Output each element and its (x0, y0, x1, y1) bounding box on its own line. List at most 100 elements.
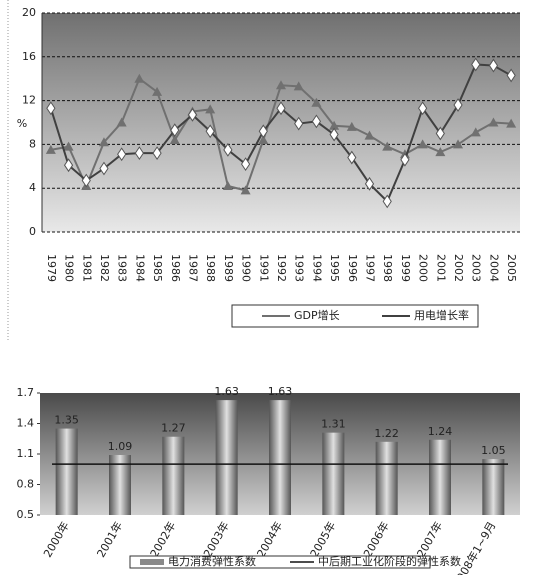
bar (162, 436, 185, 515)
x-tick-label: 1983 (116, 254, 129, 282)
x-tick-label: 2005 (505, 254, 518, 282)
marker (382, 141, 393, 151)
x-tick-label: 2003年 (200, 519, 232, 560)
marker (400, 152, 410, 167)
x-tick-label: 2004年 (254, 519, 286, 560)
x-tick-label: 1995 (328, 254, 341, 282)
bar (322, 432, 345, 515)
marker (116, 117, 127, 127)
marker (205, 104, 216, 114)
marker (417, 139, 428, 149)
value-label: 1.31 (321, 418, 346, 431)
marker (98, 137, 109, 147)
bar (482, 459, 505, 515)
legend-label: 用电增长率 (414, 308, 469, 322)
marker (347, 150, 357, 165)
bar (269, 400, 291, 515)
value-label: 1.24 (428, 425, 453, 438)
value-label: 1.22 (374, 427, 399, 440)
x-tick-label: 2006年 (360, 519, 392, 560)
value-label: 1.09 (108, 440, 133, 453)
x-tick-label: 2001年 (94, 519, 126, 560)
bar (215, 400, 238, 515)
marker (453, 98, 463, 112)
marker (240, 157, 251, 172)
marker (311, 97, 322, 107)
y-axis-label: % (17, 117, 27, 130)
x-tick-label: 1998 (381, 254, 394, 282)
marker (471, 57, 481, 72)
x-tick-label: 1999 (399, 254, 412, 282)
marker (99, 161, 109, 176)
marker (435, 126, 445, 141)
marker (311, 114, 322, 129)
marker (170, 123, 180, 138)
x-tick-label: 2001 (434, 254, 447, 282)
x-tick-label: 2003 (470, 254, 483, 282)
x-tick-label: 1986 (169, 254, 182, 282)
marker (81, 173, 91, 188)
legend (129, 555, 431, 569)
x-tick-label: 1982 (98, 254, 111, 282)
marker (240, 185, 251, 195)
marker (294, 116, 304, 131)
marker (63, 141, 74, 151)
x-tick-label: 1991 (257, 254, 270, 282)
x-tick-label: 1996 (346, 254, 359, 282)
y-tick-label: 0 (29, 225, 36, 238)
legend-label: 中后期工业化阶段的弹性系数 (318, 554, 461, 568)
y-tick-label: 8 (29, 137, 36, 150)
x-tick-label: 1988 (204, 254, 217, 282)
value-label: 1.35 (54, 414, 79, 427)
x-tick-label: 1997 (364, 254, 377, 282)
marker (506, 68, 516, 83)
marker (117, 147, 127, 162)
x-tick-label: 2000 (417, 254, 430, 282)
x-tick-label: 2005年 (307, 519, 339, 560)
y-tick-label: 4 (29, 181, 36, 194)
marker (152, 86, 163, 96)
y-tick-label: 20 (22, 6, 36, 19)
marker (152, 146, 162, 161)
bar (429, 439, 451, 515)
x-tick-label: 2004 (487, 254, 500, 282)
marker (222, 181, 233, 191)
bar (55, 428, 78, 515)
marker (364, 130, 375, 140)
marker (258, 124, 268, 139)
x-tick-label: 2002 (452, 254, 465, 282)
marker (205, 124, 215, 139)
marker (453, 139, 464, 149)
y-tick-label: 1.4 (17, 417, 35, 430)
y-tick-label: 1.7 (17, 386, 35, 399)
x-tick-label: 1989 (222, 254, 235, 282)
bar (109, 455, 131, 515)
x-tick-label: 1992 (275, 254, 288, 282)
y-tick-label: 0.8 (17, 478, 35, 491)
marker (46, 101, 56, 116)
bar (375, 441, 398, 515)
marker (418, 101, 428, 116)
marker (276, 101, 286, 116)
x-tick-label: 2000年 (40, 519, 72, 560)
value-label: 1.27 (161, 422, 186, 435)
x-tick-label: 2007年 (414, 519, 446, 560)
marker (276, 80, 286, 90)
marker (364, 176, 375, 191)
legend-swatch (140, 559, 164, 565)
marker (258, 135, 269, 145)
legend-label: GDP增长 (294, 308, 340, 322)
value-label: 1.05 (481, 444, 506, 457)
x-tick-label: 1990 (240, 254, 253, 282)
y-tick-label: 1.1 (17, 447, 35, 460)
x-tick-label: 1979 (45, 254, 58, 282)
marker (329, 120, 340, 130)
marker (45, 144, 56, 154)
legend (231, 304, 479, 328)
x-tick-label: 1993 (293, 254, 306, 282)
x-tick-label: 1985 (151, 254, 164, 282)
marker (506, 118, 517, 128)
marker (134, 146, 144, 161)
y-tick-label: 16 (22, 50, 36, 63)
